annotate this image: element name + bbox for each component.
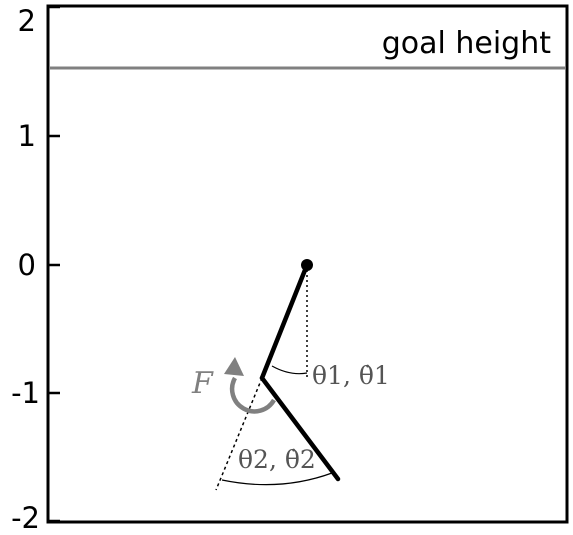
link-2 bbox=[259, 375, 341, 482]
y-tick-label-1: 1 bbox=[18, 119, 36, 153]
y-tick-label-neg2: -2 bbox=[11, 501, 40, 535]
link1-extension-line bbox=[215, 377, 263, 491]
force-arrowhead-icon bbox=[224, 357, 244, 376]
link-1 bbox=[259, 262, 310, 381]
theta2-label: θ2, θ̇2 bbox=[238, 445, 316, 474]
y-tick-label-neg1: -1 bbox=[11, 376, 40, 410]
pivot-point bbox=[301, 259, 313, 271]
force-label: F bbox=[191, 366, 214, 401]
force-arc bbox=[229, 376, 276, 414]
theta1-arc bbox=[271, 365, 308, 375]
goal-height-label: goal height bbox=[382, 26, 552, 61]
y-tick-label-0: 0 bbox=[18, 248, 36, 282]
y-tick-label-2: 2 bbox=[18, 4, 36, 38]
y-axis: 2 1 0 -1 -2 bbox=[11, 4, 60, 535]
theta1-label: θ1, θ̇1 bbox=[312, 361, 390, 390]
theta2-arc bbox=[221, 472, 333, 486]
